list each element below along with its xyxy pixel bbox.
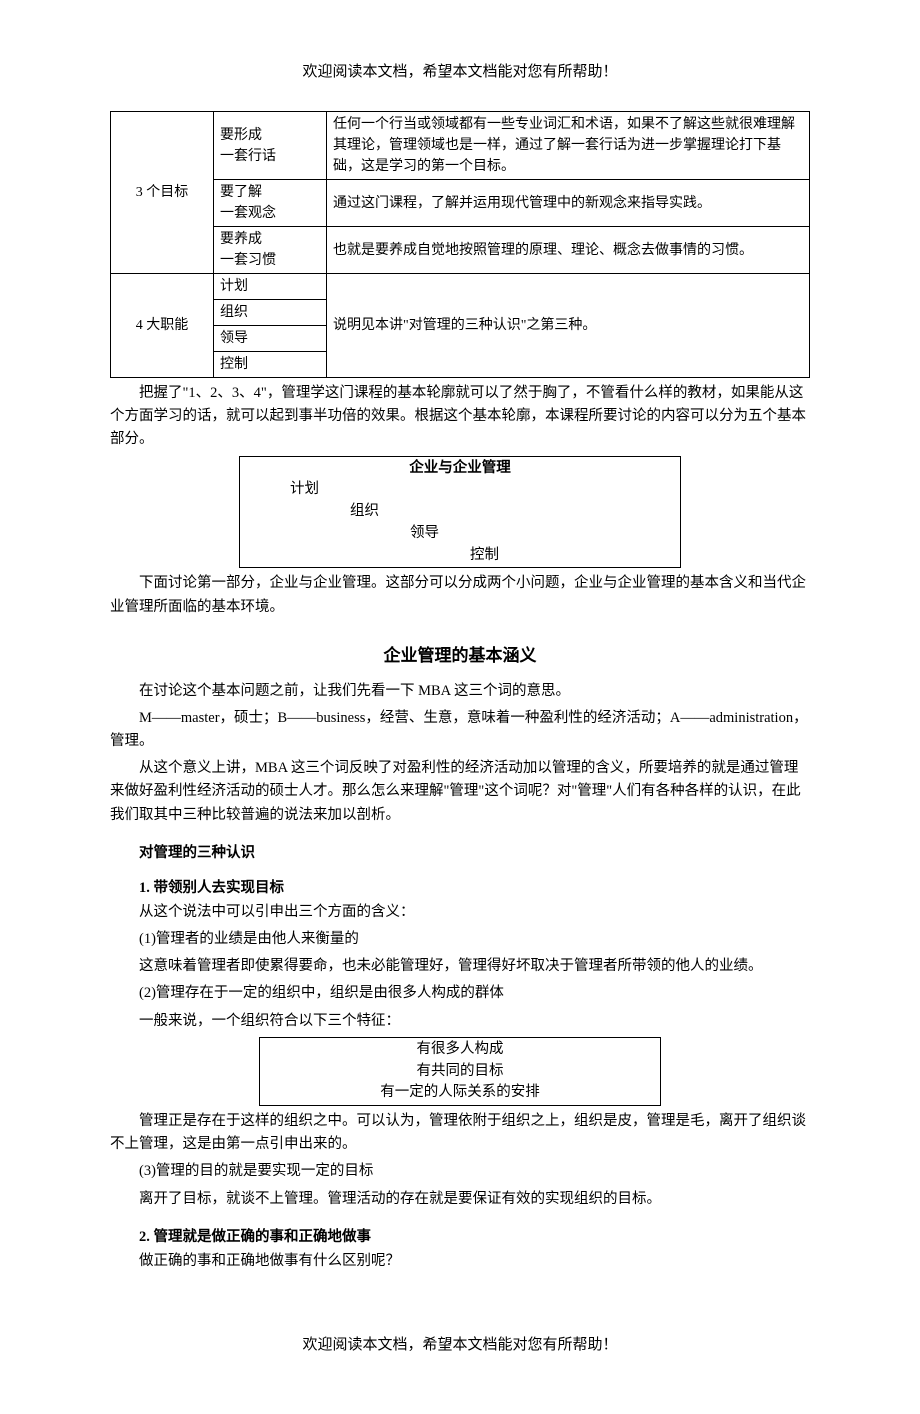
ladder-item: 控制 [250,545,670,567]
cell-line: 要形成 [220,128,262,143]
cell-line: 一套习惯 [220,253,276,268]
cell-line: 一套行话 [220,149,276,164]
paragraph: 这意味着管理者即使累得要命，也未必能管理好，管理得好坏取决于管理者所带领的他人的… [110,955,810,978]
table-row: 4 大职能 计划 说明见本讲"对管理的三种认识"之第三种。 [111,274,810,300]
cell: 控制 [214,352,327,378]
ladder-item: 组织 [250,501,670,523]
paragraph: 一般来说，一个组织符合以下三个特征： [110,1010,810,1033]
cell: 要形成 一套行话 [214,112,327,180]
paragraph: (1)管理者的业绩是由他人来衡量的 [110,928,810,951]
cell: 组织 [214,300,327,326]
paragraph: 在讨论这个基本问题之前，让我们先看一下 MBA 这三个词的意思。 [110,680,810,703]
ladder-item: 计划 [250,479,670,501]
org-feature-line: 有很多人构成 [270,1039,650,1061]
ladder-item: 领导 [250,523,670,545]
org-feature-line: 有共同的目标 [270,1061,650,1083]
cell: 要养成 一套习惯 [214,227,327,274]
cell: 说明见本讲"对管理的三种认识"之第三种。 [327,274,810,378]
paragraph: 从这个意义上讲，MBA 这三个词反映了对盈利性的经济活动加以管理的含义，所要培养… [110,757,810,827]
org-features-box: 有很多人构成 有共同的目标 有一定的人际关系的安排 [259,1037,661,1106]
subheading: 对管理的三种认识 [110,841,810,862]
paragraph: M——master，硕士；B——business，经营、生意，意味着一种盈利性的… [110,707,810,753]
org-features: 有很多人构成 有共同的目标 有一定的人际关系的安排 [270,1039,650,1104]
cell-function-label: 4 大职能 [111,274,214,378]
cell: 要了解 一套观念 [214,180,327,227]
cell-goal-label: 3 个目标 [111,112,214,274]
page-footer: 欢迎阅读本文档，希望本文档能对您有所帮助！ [110,1333,810,1354]
outline-table: 3 个目标 要形成 一套行话 任何一个行当或领域都有一些专业词汇和术语，如果不了… [110,111,810,378]
cell: 领导 [214,326,327,352]
paragraph: (2)管理存在于一定的组织中，组织是由很多人构成的群体 [110,982,810,1005]
table-row: 3 个目标 要形成 一套行话 任何一个行当或领域都有一些专业词汇和术语，如果不了… [111,112,810,180]
table-row: 要养成 一套习惯 也就是要养成自觉地按照管理的原理、理论、概念去做事情的习惯。 [111,227,810,274]
org-feature-line: 有一定的人际关系的安排 [270,1082,650,1104]
cell-line: 要养成 [220,232,262,247]
paragraph: 做正确的事和正确地做事有什么区别呢？ [110,1250,810,1273]
ladder-title: 企业与企业管理 [250,458,670,480]
paragraph: 把握了"1、2、3、4"，管理学这门课程的基本轮廓就可以了然于胸了，不管看什么样… [110,382,810,452]
cell: 也就是要养成自觉地按照管理的原理、理论、概念去做事情的习惯。 [327,227,810,274]
cell: 计划 [214,274,327,300]
cell-line: 要了解 [220,185,262,200]
cell: 通过这门课程，了解并运用现代管理中的新观念来指导实践。 [327,180,810,227]
numbered-heading: 1. 带领别人去实现目标 [110,876,810,897]
cell: 任何一个行当或领域都有一些专业词汇和术语，如果不了解这些就很难理解其理论，管理领… [327,112,810,180]
paragraph: 离开了目标，就谈不上管理。管理活动的存在就是要保证有效的实现组织的目标。 [110,1188,810,1211]
ladder-box: 企业与企业管理 计划 组织 领导 控制 [239,456,681,569]
cell-line: 一套观念 [220,206,276,221]
page-header: 欢迎阅读本文档，希望本文档能对您有所帮助！ [110,60,810,81]
numbered-heading: 2. 管理就是做正确的事和正确地做事 [110,1225,810,1246]
paragraph: 下面讨论第一部分，企业与企业管理。这部分可以分成两个小问题，企业与企业管理的基本… [110,572,810,618]
paragraph: 管理正是存在于这样的组织之中。可以认为，管理依附于组织之上，组织是皮，管理是毛，… [110,1110,810,1156]
paragraph: (3)管理的目的就是要实现一定的目标 [110,1160,810,1183]
section-title: 企业管理的基本涵义 [110,641,810,666]
page: 欢迎阅读本文档，希望本文档能对您有所帮助！ 3 个目标 要形成 一套行话 任何一… [0,0,920,1414]
paragraph: 从这个说法中可以引申出三个方面的含义： [110,901,810,924]
ladder: 企业与企业管理 计划 组织 领导 控制 [250,458,670,567]
table-row: 要了解 一套观念 通过这门课程，了解并运用现代管理中的新观念来指导实践。 [111,180,810,227]
